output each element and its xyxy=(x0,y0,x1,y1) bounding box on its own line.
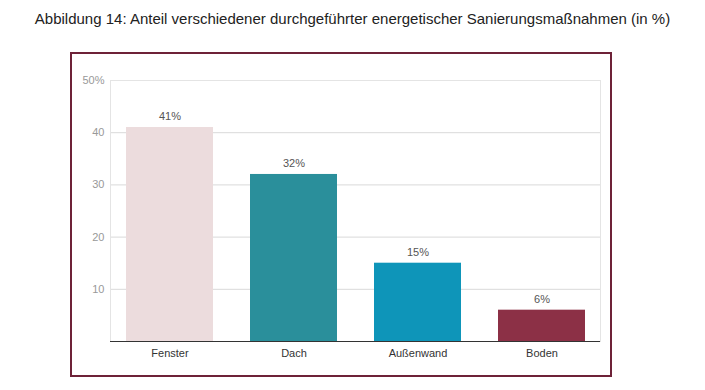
svg-text:32%: 32% xyxy=(283,157,305,169)
svg-text:Fenster: Fenster xyxy=(151,347,189,359)
svg-text:20: 20 xyxy=(92,231,104,243)
svg-text:30: 30 xyxy=(92,178,104,190)
svg-text:Dach: Dach xyxy=(281,347,307,359)
svg-text:Boden: Boden xyxy=(526,347,558,359)
svg-text:40: 40 xyxy=(92,126,104,138)
svg-text:6%: 6% xyxy=(534,293,550,305)
svg-text:41%: 41% xyxy=(159,110,181,122)
svg-text:50%: 50% xyxy=(82,74,104,86)
svg-text:10: 10 xyxy=(92,283,104,295)
html-text:Abbildung 14: Anteil verschied: Abbildung 14: Anteil verschiedener durch… xyxy=(34,10,671,27)
svg-text:Außenwand: Außenwand xyxy=(389,347,448,359)
svg-text:15%: 15% xyxy=(407,246,429,258)
